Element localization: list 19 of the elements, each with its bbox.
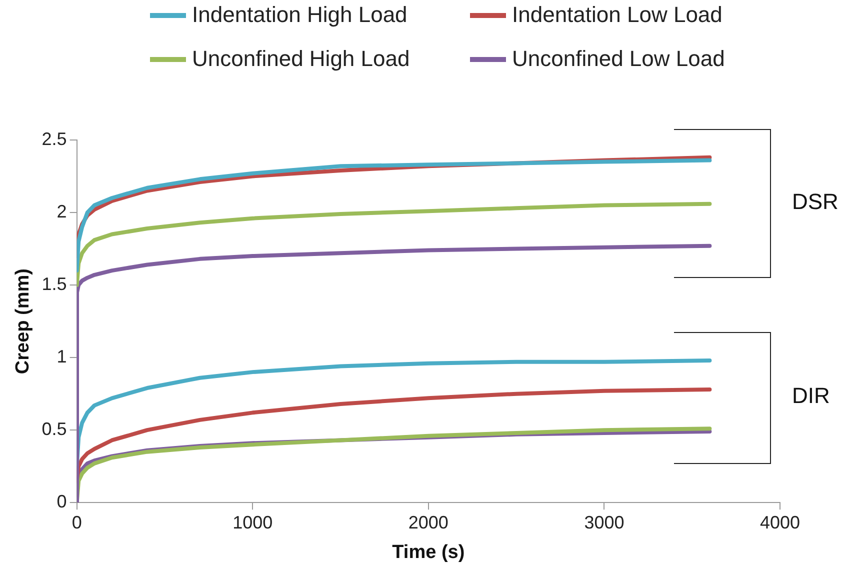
- legend-label: Unconfined High Load: [192, 46, 410, 72]
- y-tick-label: 0.5: [42, 419, 67, 440]
- x-tick-label: 4000: [760, 512, 800, 532]
- text: DSR: [792, 188, 838, 215]
- x-tick-label: 3000: [584, 512, 624, 532]
- legend-label: Indentation Low Load: [512, 2, 722, 28]
- x-tick-label: 2000: [408, 512, 448, 532]
- y-tick-label: 1.5: [42, 274, 67, 294]
- y-tick-label: 1: [56, 346, 67, 367]
- x-tick-label: 0: [72, 512, 82, 532]
- x-tick-label: 1000: [232, 512, 273, 532]
- y-tick-label: 2.5: [42, 128, 67, 149]
- y-tick-label: 2: [56, 201, 67, 222]
- legend-label: Unconfined Low Load: [512, 46, 725, 72]
- y-tick-label: 0: [56, 492, 67, 512]
- text: DIR: [792, 382, 830, 409]
- legend-label: Indentation High Load: [192, 2, 408, 28]
- y-axis-title: Creep (mm): [12, 268, 34, 374]
- x-axis-title: Time (s): [392, 542, 465, 563]
